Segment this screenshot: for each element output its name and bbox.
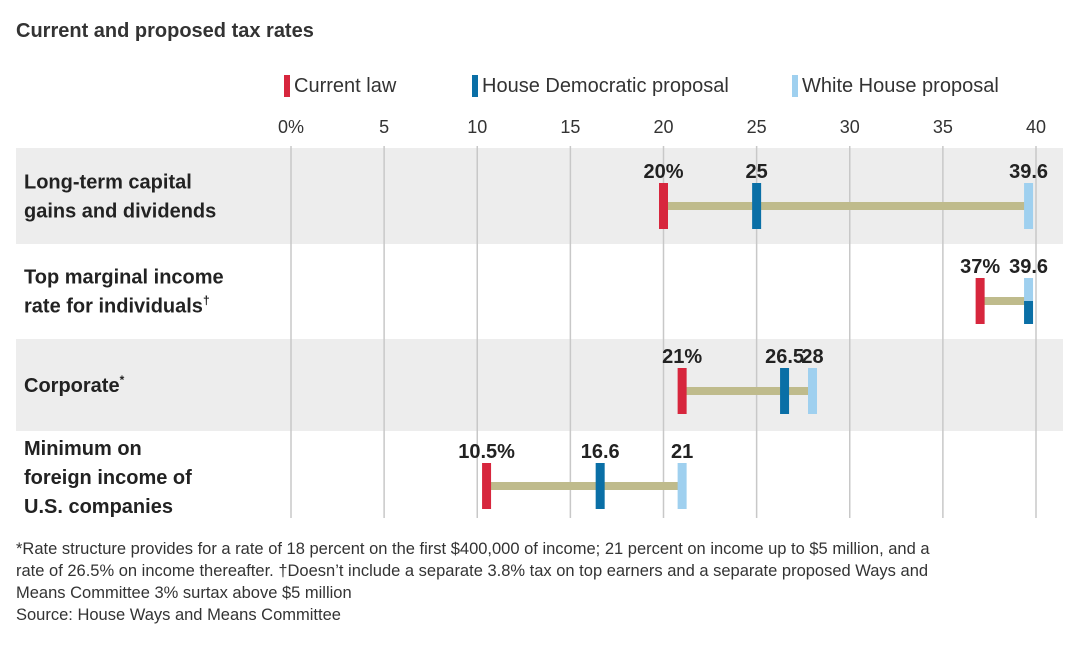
marker-house bbox=[780, 368, 790, 414]
x-tick-label: 15 bbox=[560, 117, 580, 137]
marker-current bbox=[659, 183, 668, 229]
value-label: 39.6 bbox=[1009, 256, 1048, 278]
legend-whitehouse-swatch bbox=[792, 75, 798, 97]
footnote-line-2: rate of 26.5% on income thereafter. †Doe… bbox=[16, 562, 929, 580]
value-label: 39.6 bbox=[1009, 161, 1048, 183]
legend-current-swatch bbox=[284, 75, 290, 97]
legend-current: Current law bbox=[284, 72, 396, 100]
marker-whitehouse bbox=[1024, 183, 1034, 229]
footnotes: *Rate structure provides for a rate of 1… bbox=[16, 538, 1066, 626]
footnote-line-1: *Rate structure provides for a rate of 1… bbox=[16, 540, 930, 558]
range-bar bbox=[682, 387, 813, 395]
x-tick-label: 30 bbox=[840, 117, 860, 137]
footnote-line-3: Means Committee 3% surtax above $5 milli… bbox=[16, 584, 352, 602]
marker-current bbox=[975, 278, 985, 324]
range-bar bbox=[486, 482, 683, 490]
value-label: 10.5% bbox=[458, 441, 515, 463]
value-label: 28 bbox=[801, 346, 823, 368]
value-label: 16.6 bbox=[581, 441, 620, 463]
marker-whitehouse bbox=[1024, 278, 1034, 301]
value-label: 21% bbox=[662, 346, 702, 368]
x-tick-label: 5 bbox=[379, 117, 389, 137]
row-label: Minimum on foreign income of U.S. companie… bbox=[24, 438, 192, 518]
x-tick-label: 25 bbox=[747, 117, 767, 137]
marker-house bbox=[595, 463, 605, 509]
x-tick-label: 40 bbox=[1026, 117, 1046, 137]
value-label: 20% bbox=[643, 161, 683, 183]
legend-current-label: Current law bbox=[294, 74, 397, 97]
range-bar bbox=[663, 202, 1029, 210]
range-chart: 0% 5 10 15 20 25 30 35 40 Long-term capital gains … bbox=[16, 117, 1063, 518]
legend-house: House Democratic proposal bbox=[472, 72, 729, 100]
row-band bbox=[16, 148, 1063, 244]
x-tick-label: 10 bbox=[467, 117, 487, 137]
value-label: 37% bbox=[960, 256, 1000, 278]
value-label: 26.5 bbox=[765, 346, 804, 368]
legend-house-swatch bbox=[472, 75, 478, 97]
marker-house bbox=[752, 183, 762, 229]
value-label: 21 bbox=[671, 441, 693, 463]
x-tick-label: 0% bbox=[278, 117, 304, 137]
legend-whitehouse-label: White House proposal bbox=[802, 74, 999, 97]
row-label: Long-term capital gains and dividends bbox=[24, 172, 216, 223]
row-band bbox=[16, 339, 1063, 431]
marker-whitehouse bbox=[808, 368, 817, 414]
value-label: 25 bbox=[746, 161, 768, 183]
x-tick-label: 20 bbox=[653, 117, 673, 137]
row-label: Corporate* bbox=[24, 373, 125, 397]
source-line: Source: House Ways and Means Committee bbox=[16, 606, 341, 624]
legend-house-label: House Democratic proposal bbox=[482, 74, 729, 97]
legend-whitehouse: White House proposal bbox=[792, 72, 999, 100]
marker-house bbox=[1024, 301, 1034, 324]
marker-whitehouse bbox=[677, 463, 687, 509]
marker-current bbox=[677, 368, 687, 414]
range-bar bbox=[980, 297, 1029, 305]
x-tick-label: 35 bbox=[933, 117, 953, 137]
marker-current bbox=[482, 463, 492, 509]
chart-title: Current and proposed tax rates bbox=[16, 20, 314, 42]
row-label: Top marginal income rate for individuals† bbox=[24, 267, 224, 318]
